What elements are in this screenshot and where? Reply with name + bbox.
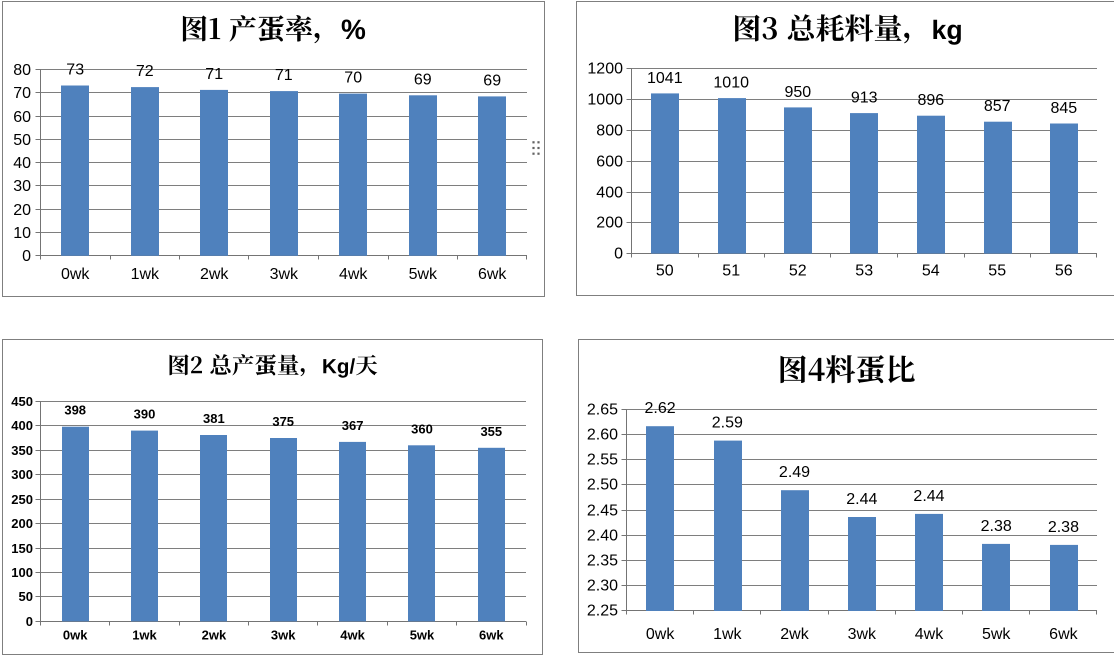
svg-text:5wk: 5wk — [982, 626, 1011, 643]
svg-text:40: 40 — [13, 155, 31, 172]
svg-text:2.49: 2.49 — [779, 464, 810, 481]
svg-text:150: 150 — [11, 541, 33, 556]
svg-text:69: 69 — [414, 71, 432, 88]
svg-text:200: 200 — [11, 516, 33, 531]
svg-text:30: 30 — [13, 178, 31, 195]
svg-text:0: 0 — [26, 614, 33, 629]
svg-text:2.44: 2.44 — [846, 491, 877, 508]
svg-text:3wk: 3wk — [271, 627, 296, 642]
svg-text:73: 73 — [66, 62, 84, 79]
svg-text:2wk: 2wk — [202, 627, 227, 642]
svg-text:72: 72 — [136, 63, 154, 80]
svg-text:50: 50 — [19, 589, 33, 604]
svg-text:1041: 1041 — [647, 70, 683, 87]
svg-text:3wk: 3wk — [848, 626, 877, 643]
svg-text:1wk: 1wk — [131, 266, 160, 283]
svg-text:400: 400 — [596, 185, 623, 202]
svg-text:54: 54 — [922, 263, 940, 280]
svg-text:2.30: 2.30 — [587, 578, 618, 595]
svg-text:398: 398 — [64, 403, 86, 418]
svg-text:913: 913 — [851, 90, 878, 107]
svg-text:2.65: 2.65 — [587, 402, 618, 419]
svg-text:2wk: 2wk — [780, 626, 809, 643]
svg-text:50: 50 — [656, 263, 674, 280]
svg-text:80: 80 — [13, 62, 31, 79]
svg-text:3wk: 3wk — [270, 266, 299, 283]
svg-text:2.55: 2.55 — [587, 452, 618, 469]
svg-text:800: 800 — [596, 123, 623, 140]
svg-text:53: 53 — [855, 263, 873, 280]
svg-text:4wk: 4wk — [915, 626, 944, 643]
svg-text:1wk: 1wk — [132, 627, 157, 642]
svg-text:5wk: 5wk — [410, 627, 435, 642]
svg-text:56: 56 — [1055, 263, 1073, 280]
svg-text:70: 70 — [13, 85, 31, 102]
svg-text:71: 71 — [275, 67, 293, 84]
svg-text:51: 51 — [722, 263, 740, 280]
svg-text:2.35: 2.35 — [587, 553, 618, 570]
svg-text:6wk: 6wk — [478, 266, 507, 283]
svg-text:0wk: 0wk — [61, 266, 90, 283]
svg-text:845: 845 — [1050, 100, 1077, 117]
svg-text:857: 857 — [984, 98, 1011, 115]
svg-text:250: 250 — [11, 492, 33, 507]
svg-text:100: 100 — [11, 565, 33, 580]
svg-text:6wk: 6wk — [479, 627, 504, 642]
svg-text:2.60: 2.60 — [587, 427, 618, 444]
svg-text:55: 55 — [988, 263, 1006, 280]
svg-text:600: 600 — [596, 154, 623, 171]
svg-text:50: 50 — [13, 132, 31, 149]
svg-text:5wk: 5wk — [409, 266, 438, 283]
svg-text:2.25: 2.25 — [587, 603, 618, 620]
svg-text:360: 360 — [411, 421, 433, 436]
svg-text:4wk: 4wk — [340, 627, 365, 642]
svg-text:69: 69 — [483, 72, 501, 89]
svg-text:0wk: 0wk — [63, 627, 88, 642]
svg-text:2.44: 2.44 — [913, 488, 944, 505]
svg-text:2.38: 2.38 — [1048, 519, 1079, 536]
svg-text:2.50: 2.50 — [587, 477, 618, 494]
svg-text:1wk: 1wk — [713, 626, 742, 643]
svg-text:4wk: 4wk — [339, 266, 368, 283]
svg-text:1000: 1000 — [587, 92, 623, 109]
svg-text:896: 896 — [917, 92, 944, 109]
svg-text:0wk: 0wk — [646, 626, 675, 643]
svg-text:20: 20 — [13, 202, 31, 219]
svg-text:375: 375 — [272, 414, 294, 429]
svg-text:1010: 1010 — [713, 75, 749, 92]
svg-text:6wk: 6wk — [1049, 626, 1078, 643]
svg-text:355: 355 — [480, 424, 502, 439]
svg-text:2.40: 2.40 — [587, 528, 618, 545]
svg-text:71: 71 — [205, 66, 223, 83]
svg-text:52: 52 — [789, 263, 807, 280]
svg-text:2.59: 2.59 — [712, 415, 743, 432]
svg-text:400: 400 — [11, 418, 33, 433]
svg-text:950: 950 — [784, 84, 811, 101]
svg-text:450: 450 — [11, 394, 33, 409]
svg-text:200: 200 — [596, 215, 623, 232]
svg-text:0: 0 — [22, 248, 31, 265]
svg-text:70: 70 — [344, 70, 362, 87]
svg-text:0: 0 — [614, 246, 623, 263]
svg-text:60: 60 — [13, 109, 31, 126]
svg-text:1200: 1200 — [587, 61, 623, 78]
svg-text:2.45: 2.45 — [587, 503, 618, 520]
svg-text:350: 350 — [11, 443, 33, 458]
svg-text:381: 381 — [203, 411, 225, 426]
svg-text:367: 367 — [342, 418, 364, 433]
svg-text:2.62: 2.62 — [645, 400, 676, 417]
svg-text:2.38: 2.38 — [981, 518, 1012, 535]
svg-text:300: 300 — [11, 467, 33, 482]
svg-text:2wk: 2wk — [200, 266, 229, 283]
svg-text:390: 390 — [134, 407, 156, 422]
svg-text:10: 10 — [13, 225, 31, 242]
